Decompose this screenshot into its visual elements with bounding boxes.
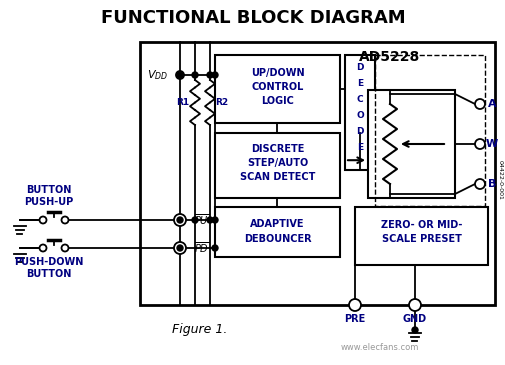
Text: LOGIC: LOGIC — [261, 96, 293, 106]
Text: CONTROL: CONTROL — [251, 82, 303, 92]
Text: STEP/AUTO: STEP/AUTO — [246, 158, 308, 168]
Text: E: E — [356, 142, 363, 151]
Bar — [215, 55, 339, 123]
Text: SCALE PRESET: SCALE PRESET — [381, 234, 461, 244]
Text: www.elecfans.com: www.elecfans.com — [340, 343, 418, 353]
Circle shape — [474, 179, 484, 189]
Circle shape — [212, 72, 218, 78]
Text: R2: R2 — [215, 98, 228, 107]
Text: $V_{DD}$: $V_{DD}$ — [147, 68, 168, 82]
Circle shape — [177, 72, 183, 78]
Circle shape — [207, 217, 213, 223]
Text: FUNCTIONAL BLOCK DIAGRAM: FUNCTIONAL BLOCK DIAGRAM — [100, 9, 405, 27]
Circle shape — [207, 72, 213, 78]
Circle shape — [191, 217, 197, 223]
Circle shape — [39, 216, 46, 223]
Text: $\overline{PU}$: $\overline{PU}$ — [194, 212, 209, 227]
Circle shape — [474, 99, 484, 109]
Circle shape — [177, 217, 183, 223]
Circle shape — [212, 245, 218, 251]
Bar — [215, 133, 339, 198]
Text: D: D — [356, 62, 363, 72]
Text: C: C — [356, 95, 363, 104]
Circle shape — [62, 245, 68, 251]
Bar — [367, 90, 454, 198]
Circle shape — [174, 242, 186, 254]
Bar — [140, 42, 494, 305]
Circle shape — [174, 214, 186, 226]
Text: PRE: PRE — [344, 314, 365, 324]
Text: DEBOUNCER: DEBOUNCER — [243, 234, 311, 244]
Circle shape — [411, 327, 417, 333]
Text: AD5228: AD5228 — [359, 50, 420, 64]
Text: PUSH-UP: PUSH-UP — [24, 197, 74, 207]
Text: $\overline{PD}$: $\overline{PD}$ — [194, 241, 209, 256]
Text: W: W — [485, 139, 497, 149]
Circle shape — [176, 71, 184, 79]
Text: GND: GND — [402, 314, 426, 324]
Circle shape — [474, 139, 484, 149]
Circle shape — [212, 217, 218, 223]
Text: R1: R1 — [176, 98, 189, 107]
Text: BUTTON: BUTTON — [26, 185, 72, 195]
Circle shape — [191, 72, 197, 78]
Text: A: A — [487, 99, 495, 109]
Text: PUSH-DOWN: PUSH-DOWN — [14, 257, 83, 267]
Text: D: D — [356, 127, 363, 135]
Circle shape — [62, 216, 68, 223]
Text: O: O — [356, 111, 363, 119]
Text: Figure 1.: Figure 1. — [172, 323, 227, 337]
Circle shape — [39, 245, 46, 251]
Text: BUTTON: BUTTON — [26, 269, 72, 279]
Text: UP/DOWN: UP/DOWN — [250, 68, 304, 78]
Bar — [215, 207, 339, 257]
Text: SCAN DETECT: SCAN DETECT — [239, 172, 315, 182]
Text: B: B — [487, 179, 495, 189]
Text: E: E — [356, 78, 363, 88]
Circle shape — [408, 299, 420, 311]
Text: DISCRETE: DISCRETE — [250, 144, 304, 154]
Text: 04422-0-001: 04422-0-001 — [496, 160, 501, 200]
Bar — [344, 55, 374, 170]
Text: ZERO- OR MID-: ZERO- OR MID- — [380, 220, 461, 230]
Circle shape — [348, 299, 360, 311]
Bar — [355, 207, 487, 265]
Circle shape — [177, 245, 183, 251]
Text: ADAPTIVE: ADAPTIVE — [250, 219, 304, 229]
